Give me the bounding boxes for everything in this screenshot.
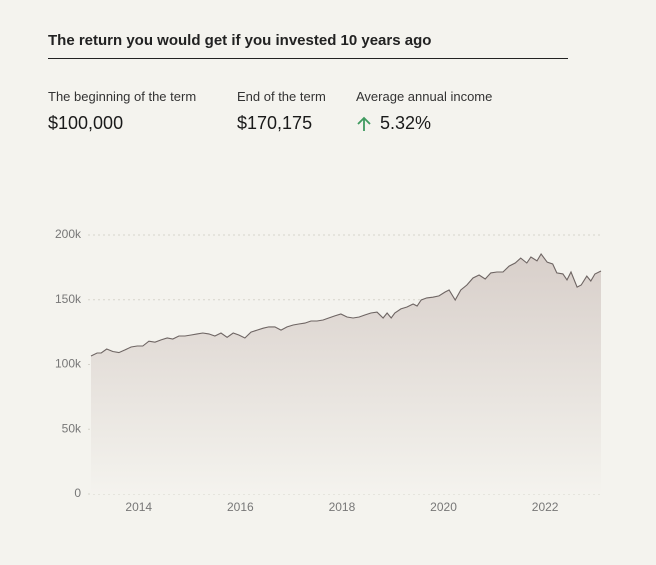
y-tick-label: 150k [55,292,82,306]
stat-value: 5.32% [380,113,432,133]
stat-label: Average annual income [356,89,493,104]
y-tick-label: 50k [62,421,82,435]
stat-label: End of the term [237,89,326,104]
stat-value: $170,175 [237,113,313,133]
y-tick-label: 0 [74,486,81,500]
title: The return you would get if you invested… [48,32,432,49]
x-tick-label: 2014 [125,500,152,514]
x-tick-label: 2022 [532,500,559,514]
area-fill [91,254,601,494]
area-line [90,253,602,357]
stat-label: The beginning of the term [48,89,197,104]
x-tick-label: 2020 [430,500,457,514]
y-tick-label: 100k [55,357,82,371]
x-tick-label: 2018 [329,500,356,514]
divider [48,58,568,59]
y-tick-label: 200k [55,227,82,241]
stat-value: $100,000 [48,113,124,133]
x-tick-label: 2016 [227,500,254,514]
up-arrow-icon [357,116,371,131]
